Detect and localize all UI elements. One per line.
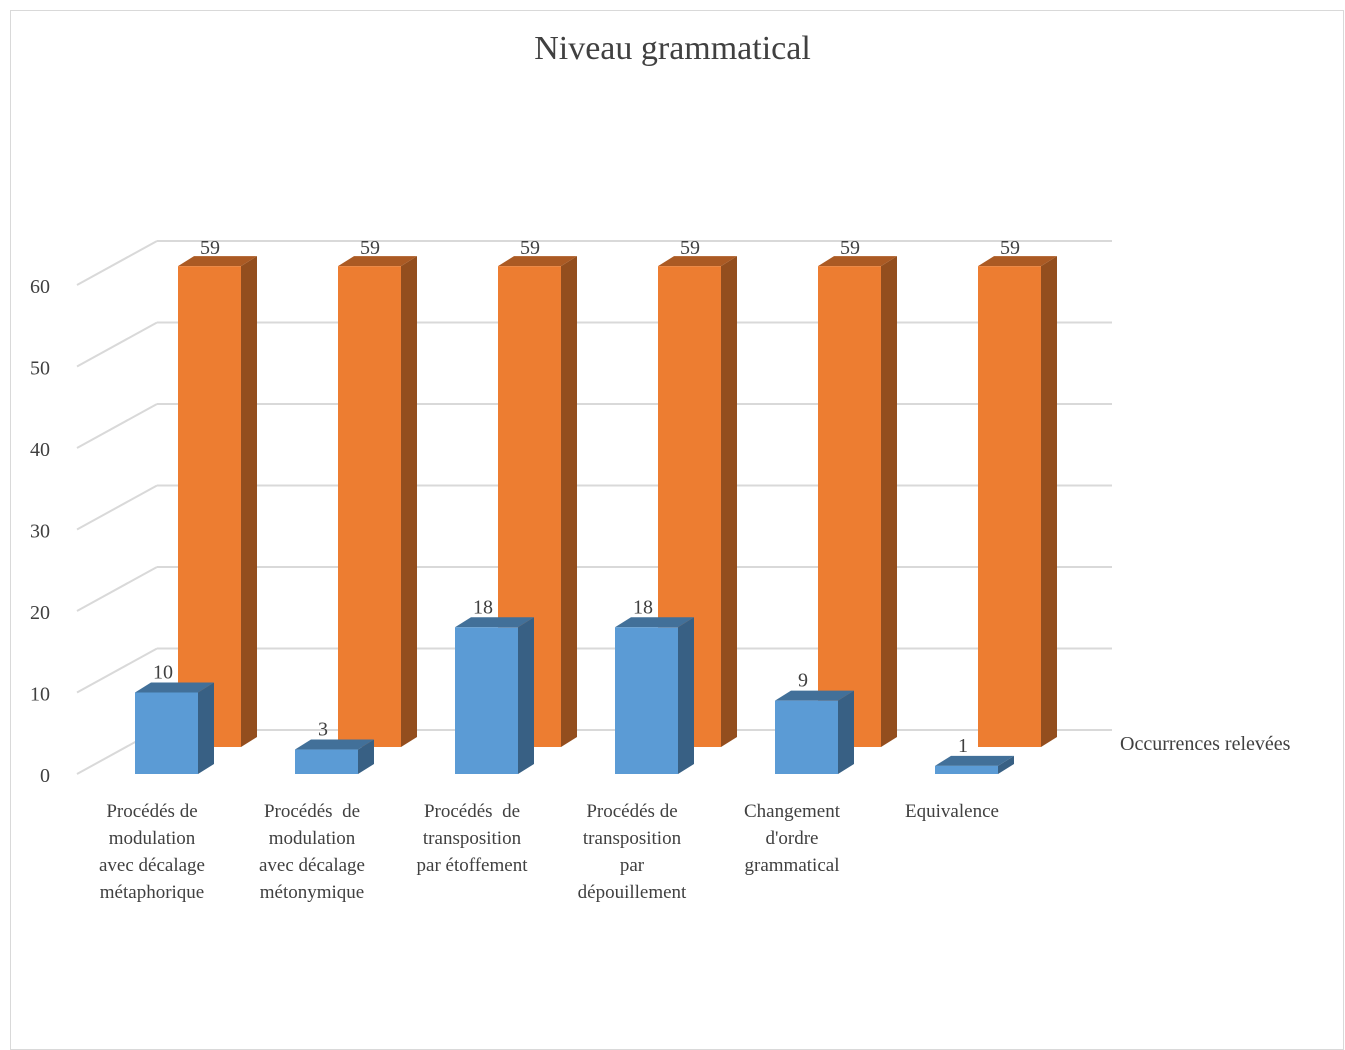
bar-back-series-side bbox=[401, 256, 417, 747]
x-tick-label: Procédés de transposition par dépouillement bbox=[557, 798, 707, 906]
bar-front-series-top bbox=[935, 755, 1014, 766]
x-tick-label: Procédés de modulation avec décalage métony… bbox=[237, 798, 387, 906]
x-tick-label-line: transposition bbox=[422, 828, 522, 849]
data-label: 1 bbox=[958, 735, 968, 757]
bar-back-series-front bbox=[338, 266, 401, 747]
gridline-depth bbox=[76, 240, 158, 286]
bar-back-series-top bbox=[338, 256, 417, 267]
x-tick-label-line: Changement bbox=[743, 801, 841, 822]
bar-front-series bbox=[615, 617, 694, 774]
bar-front-series-side bbox=[198, 682, 214, 774]
x-tick-label: Procédés de modulation avec décalage métaph… bbox=[77, 798, 227, 906]
bar-back-series bbox=[978, 256, 1057, 747]
data-label: 18 bbox=[473, 596, 493, 618]
bar-front-series bbox=[135, 682, 214, 774]
bar-front-series-top bbox=[455, 617, 534, 628]
x-tick-label: Changement d'ordre grammatical bbox=[717, 798, 867, 879]
x-tick-label-line: par étoffement bbox=[416, 855, 528, 876]
x-tick-label-line: métonymique bbox=[259, 882, 365, 903]
data-label: 3 bbox=[318, 719, 328, 741]
bar-back-series-top bbox=[178, 256, 257, 267]
x-tick-label-line: Procédés de bbox=[423, 801, 521, 822]
data-label: 59 bbox=[1000, 237, 1020, 259]
bar-front-series-top bbox=[615, 617, 694, 628]
legend-series-name: Occurrences relevées bbox=[1120, 733, 1291, 755]
bar-front-series-side bbox=[838, 690, 854, 774]
gridline-depth bbox=[76, 647, 158, 694]
y-tick-label: 60 bbox=[30, 276, 50, 298]
x-tick-label-line: transposition bbox=[582, 828, 682, 849]
bar-front-series-top bbox=[135, 682, 214, 693]
y-tick-label: 40 bbox=[30, 439, 50, 461]
bar-back-series-side bbox=[881, 256, 897, 747]
bar-front-series-front bbox=[935, 765, 998, 774]
data-label: 10 bbox=[153, 662, 173, 684]
bar-back-series-side bbox=[241, 256, 257, 747]
bar-back-series-top bbox=[498, 256, 577, 267]
bar-back-series-top bbox=[658, 256, 737, 267]
x-tick-label-line: dépouillement bbox=[577, 882, 687, 903]
data-label: 59 bbox=[520, 237, 540, 259]
bar-front-series-side bbox=[358, 739, 374, 774]
bar-back-series-front bbox=[178, 266, 241, 747]
x-tick-label-line: Procédés de bbox=[106, 801, 198, 822]
gridline-depth bbox=[76, 321, 158, 368]
x-tick-label-line: Procédés de bbox=[586, 801, 678, 822]
y-tick-label: 0 bbox=[40, 765, 50, 787]
data-label: 59 bbox=[360, 237, 380, 259]
bar-back-series-front bbox=[978, 266, 1041, 747]
bar-front-series bbox=[455, 617, 534, 774]
bar-front-series-front bbox=[295, 749, 358, 774]
bar-back-series-top bbox=[818, 256, 897, 267]
bar-front-series bbox=[295, 739, 374, 774]
y-tick-label: 20 bbox=[30, 602, 50, 624]
bar-front-series-top bbox=[775, 690, 854, 701]
bar-front-series-front bbox=[135, 692, 198, 774]
bar-back-series bbox=[178, 256, 257, 747]
x-tick-label-line: Equivalence bbox=[905, 801, 999, 822]
bar-back-series-front bbox=[818, 266, 881, 747]
bar-front-series-top bbox=[295, 739, 374, 750]
bar-front-series-side bbox=[998, 755, 1014, 774]
bar-back-series-top bbox=[978, 256, 1057, 267]
y-tick-label: 30 bbox=[30, 521, 50, 543]
bar-front-series-front bbox=[775, 700, 838, 774]
y-tick-label: 50 bbox=[30, 358, 50, 380]
gridline-depth bbox=[76, 566, 158, 612]
bar-back-series bbox=[338, 256, 417, 747]
data-label: 9 bbox=[798, 670, 808, 692]
x-tick-label-line: Procédés de bbox=[263, 801, 361, 822]
x-tick-label: Procédés de transposition par étoffement bbox=[397, 798, 547, 879]
bar-front-series bbox=[935, 755, 1014, 774]
x-tick-label-line: modulation bbox=[268, 828, 356, 849]
x-tick-label-line: avec décalage bbox=[259, 855, 365, 876]
bar-back-series-side bbox=[561, 256, 577, 747]
x-tick-label-line: modulation bbox=[108, 828, 196, 849]
bar-front-series-side bbox=[678, 617, 694, 774]
gridline-depth bbox=[76, 403, 158, 449]
data-label: 59 bbox=[200, 237, 220, 259]
data-label: 18 bbox=[633, 596, 653, 618]
x-tick-label-line: grammatical bbox=[744, 855, 840, 876]
x-tick-label-line: d'ordre bbox=[765, 828, 819, 849]
bar-back-series bbox=[818, 256, 897, 747]
x-tick-label-line: par bbox=[619, 855, 645, 876]
y-tick-label: 10 bbox=[30, 684, 50, 706]
bar-back-series-side bbox=[1041, 256, 1057, 747]
bar-front-series-side bbox=[518, 617, 534, 774]
chart-title: Niveau grammatical bbox=[534, 30, 811, 67]
x-tick-label-line: avec décalage bbox=[99, 855, 205, 876]
bar-front-series bbox=[775, 690, 854, 774]
data-label: 59 bbox=[840, 237, 860, 259]
bar-front-series-front bbox=[455, 627, 518, 774]
x-tick-label: Equivalence bbox=[877, 798, 1027, 825]
bar-back-series-side bbox=[721, 256, 737, 747]
x-tick-label-line: métaphorique bbox=[99, 882, 205, 903]
gridline-depth bbox=[76, 484, 158, 531]
data-label: 59 bbox=[680, 237, 700, 259]
bar-front-series-front bbox=[615, 627, 678, 774]
